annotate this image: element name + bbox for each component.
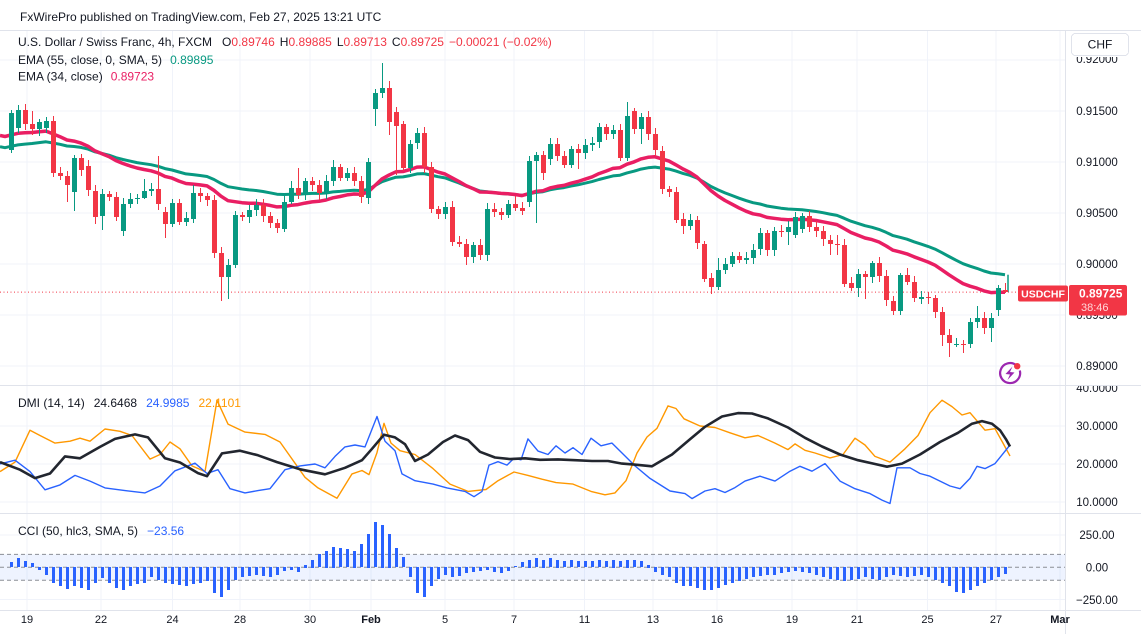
svg-text:0.90500: 0.90500: [1076, 208, 1118, 220]
svg-text:21: 21: [851, 614, 863, 626]
svg-text:38:46: 38:46: [1081, 302, 1109, 314]
svg-text:16: 16: [711, 614, 723, 626]
svg-text:CHF: CHF: [1088, 38, 1113, 52]
svg-text:24: 24: [166, 614, 178, 626]
svg-text:0.91000: 0.91000: [1076, 157, 1118, 169]
svg-text:20.0000: 20.0000: [1076, 459, 1118, 471]
svg-text:0.89725: 0.89725: [1079, 287, 1123, 301]
svg-text:−250.00: −250.00: [1076, 595, 1118, 607]
svg-text:250.00: 250.00: [1079, 530, 1114, 542]
svg-text:Feb: Feb: [361, 614, 381, 626]
svg-text:5: 5: [442, 614, 448, 626]
svg-text:19: 19: [21, 614, 33, 626]
svg-text:Mar: Mar: [1050, 614, 1070, 626]
svg-text:USDCHF: USDCHF: [1021, 289, 1065, 301]
svg-text:U.S. Dollar / Swiss Franc, 4h,: U.S. Dollar / Swiss Franc, 4h, FXCM O0.89…: [18, 35, 552, 49]
svg-text:0.91500: 0.91500: [1076, 106, 1118, 118]
svg-text:EMA (55, close, 0, SMA, 5)0.89: EMA (55, close, 0, SMA, 5) 0.89895: [18, 53, 214, 67]
svg-text:11: 11: [579, 614, 590, 626]
svg-text:0.90000: 0.90000: [1076, 259, 1118, 271]
svg-text:FxWirePro published on Trading: FxWirePro published on TradingView.com, …: [20, 10, 382, 24]
svg-text:28: 28: [234, 614, 246, 626]
svg-text:27: 27: [990, 614, 1002, 626]
svg-text:0.89000: 0.89000: [1076, 361, 1118, 373]
svg-text:0.00: 0.00: [1086, 563, 1108, 575]
svg-text:30: 30: [304, 614, 316, 626]
svg-text:30.0000: 30.0000: [1076, 421, 1118, 433]
svg-text:25: 25: [921, 614, 933, 626]
svg-text:13: 13: [647, 614, 659, 626]
svg-text:40.0000: 40.0000: [1076, 383, 1118, 395]
svg-text:22: 22: [95, 614, 107, 626]
svg-text:7: 7: [511, 614, 517, 626]
svg-text:EMA (34, close)0.89723: EMA (34, close) 0.89723: [18, 70, 154, 84]
svg-text:19: 19: [786, 614, 798, 626]
svg-text:10.0000: 10.0000: [1076, 497, 1118, 509]
svg-text:CCI (50, hlc3, SMA, 5)−23.56: CCI (50, hlc3, SMA, 5) −23.56: [18, 524, 184, 538]
